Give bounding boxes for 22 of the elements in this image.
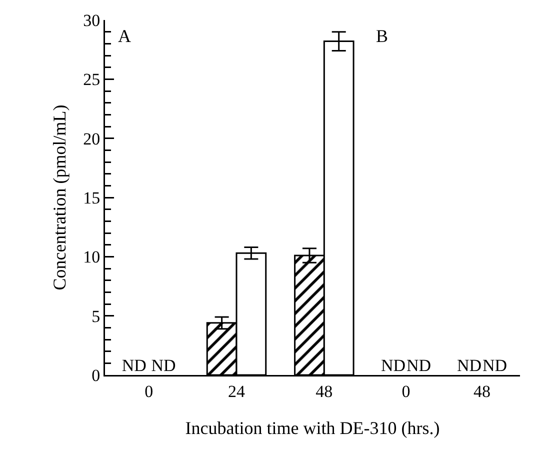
y-tick-label: 15 [83,188,100,208]
text: ND [122,356,146,375]
y-tick-label: 25 [83,70,100,90]
text: ND [456,356,482,375]
y-tick-label: 5 [92,306,100,326]
y-tick-label: 30 [83,10,100,30]
y-tick-label: 20 [83,129,100,148]
x-axis-title: Incubation time with DE-310 (hrs.) [184,418,441,439]
x-tick-label: 24 [228,382,246,401]
chart-title: B [376,26,388,46]
x-tick-label: 48 [316,382,333,401]
chart-title: A [118,26,131,46]
y-axis-title: Concentration (pmol/mL) [50,104,70,290]
y-tick-label: 10 [83,248,100,267]
x-tick-label: 0 [402,382,410,401]
text: ND [151,356,176,375]
text: ND [380,356,406,375]
text: ND [406,356,432,375]
text: ND [482,356,508,375]
x-tick-label: 0 [144,382,154,401]
x-tick-label: 48 [474,382,490,401]
y-tick-label: 0 [92,366,100,385]
